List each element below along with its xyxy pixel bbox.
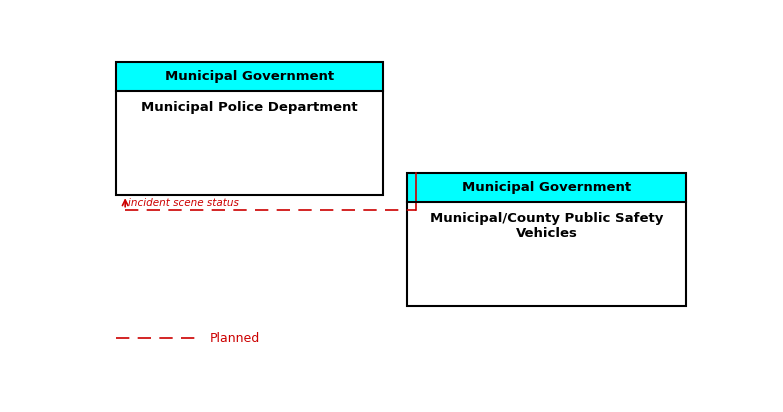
Text: Municipal Government: Municipal Government (165, 70, 334, 83)
Text: Planned: Planned (210, 332, 261, 344)
Text: Municipal Government: Municipal Government (463, 181, 631, 194)
Bar (407, 202, 687, 307)
Text: incident scene status: incident scene status (128, 198, 239, 208)
Bar (407, 173, 687, 202)
Bar (116, 91, 383, 195)
Text: Municipal Police Department: Municipal Police Department (141, 101, 358, 114)
Bar (407, 173, 687, 307)
Bar (116, 62, 383, 195)
Bar (116, 62, 383, 91)
Text: Municipal/County Public Safety
Vehicles: Municipal/County Public Safety Vehicles (430, 212, 664, 240)
